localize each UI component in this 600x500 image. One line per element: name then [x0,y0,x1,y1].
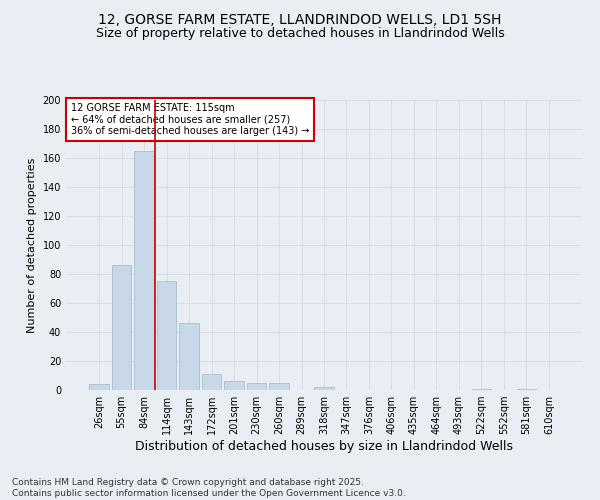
Bar [224,382,244,390]
Text: Contains HM Land Registry data © Crown copyright and database right 2025.
Contai: Contains HM Land Registry data © Crown c… [12,478,406,498]
Bar [89,384,109,390]
Bar [157,281,176,390]
Bar [517,388,536,390]
Bar [247,383,266,390]
Bar [112,266,131,390]
Bar [202,374,221,390]
Bar [314,387,334,390]
Bar [472,388,491,390]
Bar [269,383,289,390]
Text: 12 GORSE FARM ESTATE: 115sqm
← 64% of detached houses are smaller (257)
36% of s: 12 GORSE FARM ESTATE: 115sqm ← 64% of de… [71,103,310,136]
Text: Size of property relative to detached houses in Llandrindod Wells: Size of property relative to detached ho… [95,28,505,40]
Y-axis label: Number of detached properties: Number of detached properties [27,158,37,332]
Bar [134,151,154,390]
Text: 12, GORSE FARM ESTATE, LLANDRINDOD WELLS, LD1 5SH: 12, GORSE FARM ESTATE, LLANDRINDOD WELLS… [98,12,502,26]
X-axis label: Distribution of detached houses by size in Llandrindod Wells: Distribution of detached houses by size … [135,440,513,453]
Bar [179,324,199,390]
